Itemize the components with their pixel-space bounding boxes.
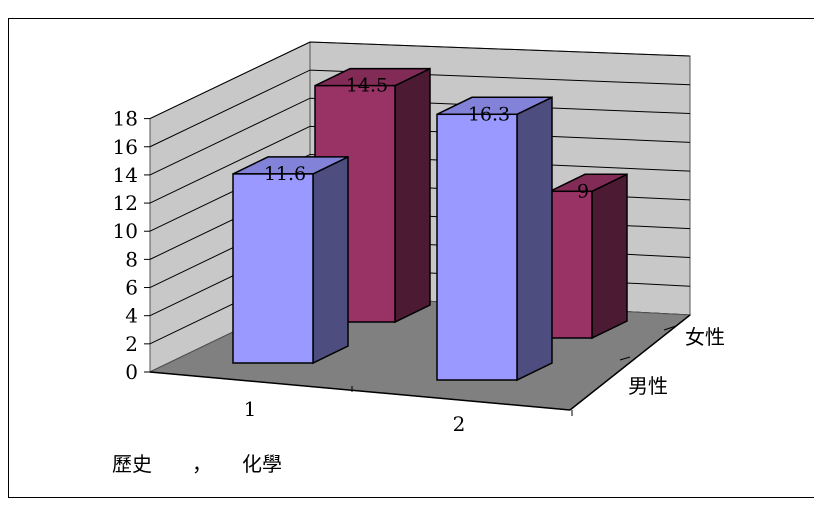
y-tick-label: 4	[125, 304, 138, 328]
bar-side-女性-1	[394, 67, 431, 324]
gridline	[149, 125, 691, 204]
data-label-女性-1: 14.5	[346, 75, 388, 97]
bar-side-男性-2	[516, 96, 553, 382]
category-label: 2	[453, 412, 466, 436]
gridline	[149, 41, 691, 120]
y-axis-ticks: 0 2 4 6 8 10 12 14 16 18	[113, 107, 150, 384]
gridline	[149, 69, 691, 148]
depth-axis-label: 男性	[628, 374, 668, 398]
data-label-男性-2: 16.3	[468, 103, 510, 125]
bar-side-男性-1	[312, 155, 349, 365]
y-tick-label: 2	[125, 332, 138, 356]
y-tick-label: 16	[113, 135, 138, 159]
depth-tick-mark	[663, 325, 677, 331]
data-label-女性-2: 9	[577, 180, 589, 202]
depth-axis-label: 女性	[685, 325, 725, 349]
bar-男性-1	[232, 173, 314, 364]
data-label-男性-1: 11.6	[264, 163, 306, 185]
y-tick-label: 0	[125, 360, 138, 384]
depth-tick-mark	[619, 356, 631, 361]
gridline	[149, 97, 691, 176]
y-tick-label: 18	[113, 107, 138, 131]
x-axis-label: 歷史 ， 化學	[112, 452, 282, 476]
y-tick-label: 14	[113, 163, 138, 187]
y-tick-label: 8	[125, 247, 138, 271]
bar-side-女性-2	[591, 173, 628, 340]
gridline	[149, 153, 691, 232]
y-tick-label: 12	[113, 191, 138, 215]
depth-axis-line	[569, 314, 691, 411]
y-tick-label: 10	[113, 219, 138, 243]
x-axis-line	[149, 371, 571, 411]
bar-女性-2	[549, 190, 593, 339]
bar-男性-2	[436, 113, 518, 381]
category-label: 1	[244, 397, 257, 421]
y-tick-label: 6	[125, 276, 138, 300]
chart-bars	[232, 67, 628, 382]
